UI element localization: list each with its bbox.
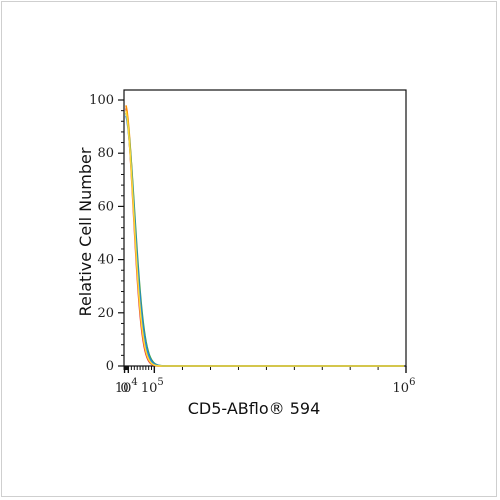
y-tick-label: 100 <box>89 93 114 108</box>
y-tick-label: 80 <box>97 146 114 161</box>
histogram-series-line <box>125 108 404 367</box>
histogram-curves <box>125 105 404 367</box>
y-tick-label: 60 <box>97 199 114 214</box>
y-axis-label: Relative Cell Number <box>76 147 95 316</box>
x-tick-label: 105 <box>141 377 164 396</box>
y-tick-label: 20 <box>97 306 114 321</box>
histogram-series-line <box>125 115 404 367</box>
plot-border <box>123 89 407 367</box>
y-tick-label: 0 <box>106 359 114 374</box>
x-tick-label: 106 <box>393 377 416 396</box>
histogram-series-line <box>125 112 404 367</box>
histogram-series-line <box>125 110 404 367</box>
x-axis-label: CD5-ABflo® 594 <box>188 399 321 418</box>
histogram-series-line <box>125 105 404 367</box>
x-tick-label: 0 <box>120 381 128 396</box>
x-tick-label: 104 <box>115 377 138 396</box>
axes <box>123 89 407 367</box>
y-tick-label: 40 <box>97 253 114 268</box>
